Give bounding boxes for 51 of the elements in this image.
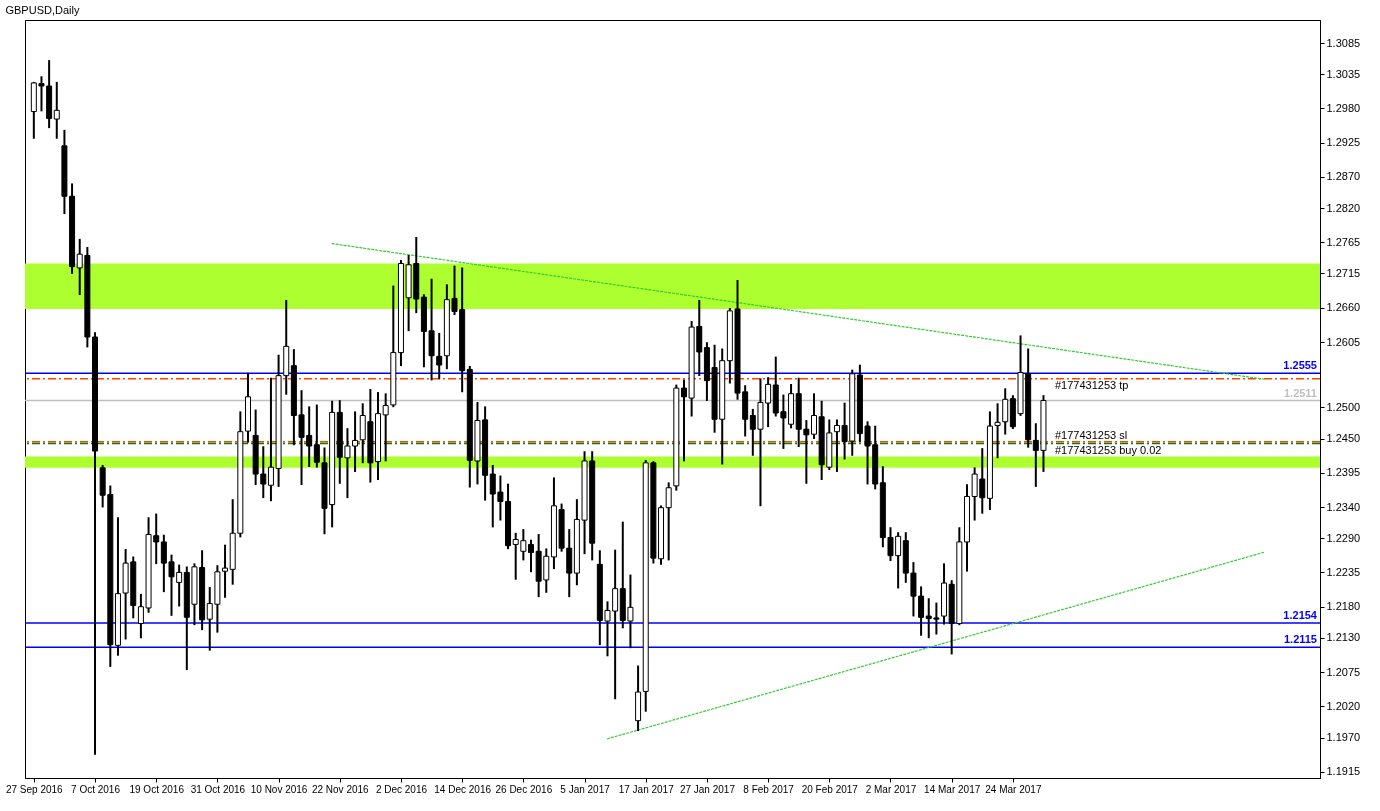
ref-line-label: #177431253 tp bbox=[1054, 378, 1129, 391]
y-tick-label: 1.2075 bbox=[1326, 665, 1361, 678]
y-tick-label: 1.2340 bbox=[1326, 500, 1361, 513]
y-tick-label: 1.2290 bbox=[1326, 531, 1361, 544]
candlestick bbox=[665, 482, 672, 561]
x-tick-label: 31 Oct 2016 bbox=[190, 783, 246, 795]
y-tick-label: 1.2820 bbox=[1326, 201, 1361, 214]
x-tick-label: 2 Dec 2016 bbox=[375, 783, 428, 795]
y-tick-label: 1.3035 bbox=[1326, 67, 1361, 80]
x-tick-label: 14 Dec 2016 bbox=[434, 783, 492, 795]
ref-line-label: 1.2154 bbox=[1283, 608, 1318, 621]
y-tick-label: 1.2395 bbox=[1326, 466, 1361, 479]
x-tick-label: 2 Mar 2017 bbox=[865, 783, 917, 795]
y-tick-label: 1.2180 bbox=[1326, 600, 1361, 613]
x-tick-label: 14 Mar 2017 bbox=[924, 783, 981, 795]
x-tick-label: 27 Jan 2017 bbox=[679, 783, 736, 795]
x-tick-label: 24 Mar 2017 bbox=[985, 783, 1042, 795]
y-tick-label: 1.2765 bbox=[1326, 235, 1361, 248]
y-tick-label: 1.3085 bbox=[1326, 36, 1361, 49]
y-tick-label: 1.1915 bbox=[1326, 765, 1361, 778]
x-tick-label: 7 Oct 2016 bbox=[71, 783, 121, 795]
y-tick-label: 1.2500 bbox=[1326, 400, 1361, 413]
x-tick-label: 8 Feb 2017 bbox=[743, 783, 795, 795]
ref-line-label: #177431253 sl bbox=[1054, 428, 1128, 441]
ref-line-label: 1.2115 bbox=[1283, 633, 1317, 646]
y-tick-label: 1.2605 bbox=[1326, 335, 1361, 348]
y-tick-label: 1.2980 bbox=[1326, 101, 1361, 114]
x-tick-label: 10 Nov 2016 bbox=[250, 783, 308, 795]
ref-line-label: #177431253 buy 0.02 bbox=[1054, 443, 1162, 456]
x-tick-label: 19 Oct 2016 bbox=[129, 783, 185, 795]
x-tick-label: 26 Dec 2016 bbox=[495, 783, 553, 795]
y-tick-label: 1.2235 bbox=[1326, 565, 1361, 578]
candlestick bbox=[53, 81, 60, 139]
y-tick-label: 1.2715 bbox=[1326, 267, 1361, 279]
x-tick-label: 5 Jan 2017 bbox=[560, 783, 611, 795]
x-tick-label: 22 Nov 2016 bbox=[311, 783, 370, 795]
chart-title: GBPUSD,Daily bbox=[5, 4, 80, 16]
x-tick-label: 27 Sep 2016 bbox=[5, 783, 64, 795]
ref-line-label: 1.2511 bbox=[1283, 386, 1317, 399]
y-tick-label: 1.2130 bbox=[1326, 631, 1361, 644]
candlestick bbox=[1002, 388, 1009, 435]
y-tick-label: 1.2660 bbox=[1326, 301, 1361, 314]
y-tick-label: 1.2870 bbox=[1326, 170, 1361, 183]
y-tick-label: 1.2925 bbox=[1326, 136, 1361, 149]
ref-line-label: 1.2555 bbox=[1283, 359, 1317, 372]
y-tick-label: 1.2020 bbox=[1326, 699, 1361, 712]
y-tick-label: 1.1970 bbox=[1326, 731, 1361, 744]
x-tick-label: 17 Jan 2017 bbox=[618, 783, 675, 795]
candlestick bbox=[436, 332, 443, 380]
x-tick-label: 20 Feb 2017 bbox=[801, 783, 859, 795]
y-tick-label: 1.2450 bbox=[1326, 432, 1361, 445]
